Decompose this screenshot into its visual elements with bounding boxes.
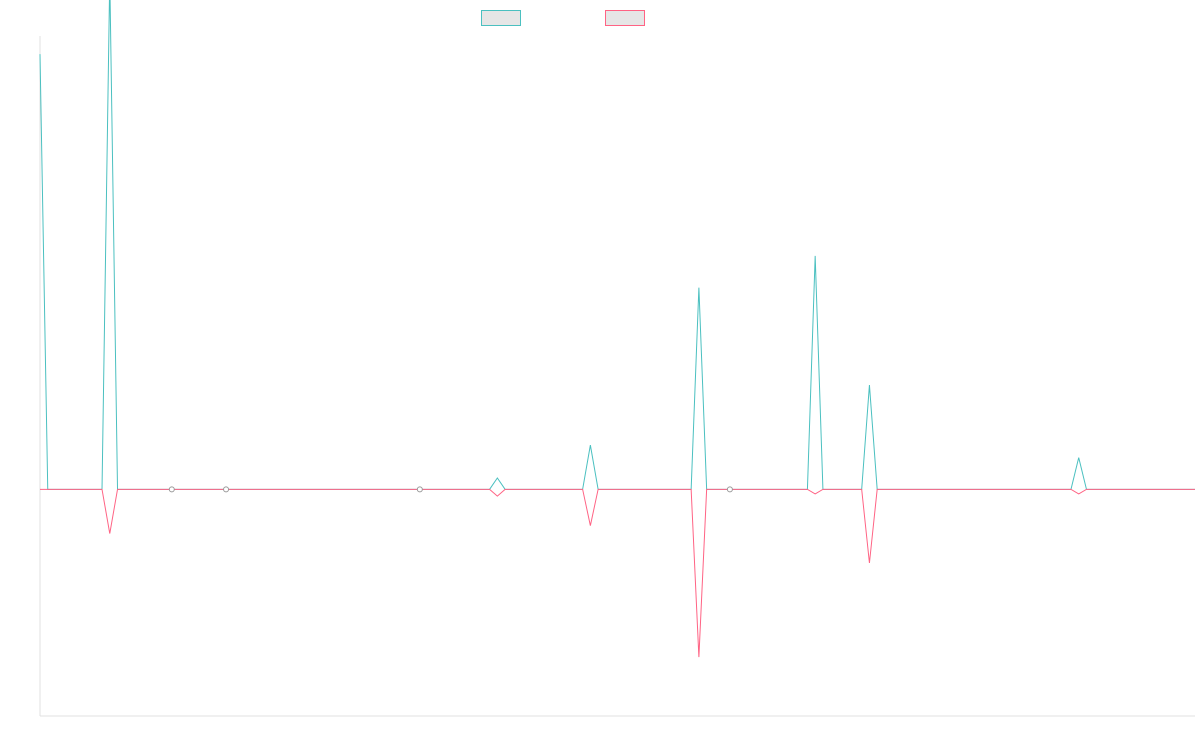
- chart-axes: [39, 36, 1195, 717]
- data-point-marker: [726, 486, 733, 493]
- series-1-line: [39, 0, 1195, 490]
- series-2-line: [40, 488, 1195, 658]
- legend-swatch-series-1[interactable]: [481, 10, 521, 26]
- series-layer: [39, 0, 1195, 658]
- marker-layer: [168, 486, 733, 493]
- data-point-marker: [223, 486, 230, 493]
- data-point-marker: [416, 486, 423, 493]
- legend-swatch-series-2[interactable]: [605, 10, 645, 26]
- data-point-marker: [168, 486, 175, 493]
